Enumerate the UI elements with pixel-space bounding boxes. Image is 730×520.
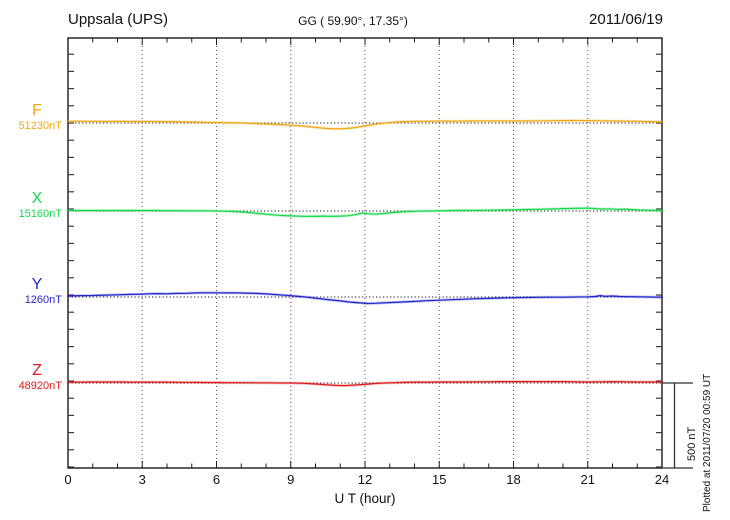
series-letter-Y: Y — [31, 276, 43, 293]
x-tick-label: 15 — [432, 472, 446, 487]
trace-F — [68, 119, 663, 130]
plotted-at-note: Plotted at 2011/07/20 00:59 UT — [702, 373, 713, 512]
trace-X — [68, 207, 663, 217]
trace-Y — [67, 292, 663, 305]
series-label-Z: Z 48920nT — [0, 362, 62, 393]
plot-date: 2011/06/19 — [589, 11, 663, 28]
x-tick-label: 3 — [139, 472, 146, 487]
x-tick-label: 21 — [581, 472, 595, 487]
series-label-Y: Y 1260nT — [0, 276, 62, 307]
station-title: Uppsala (UPS) — [68, 11, 169, 28]
scale-bar-label: 500 nT — [686, 426, 698, 461]
series-baseline-value-F: 51230nT — [18, 120, 62, 132]
trace-Z — [68, 381, 662, 387]
series-baseline-value-Y: 1260nT — [24, 294, 62, 306]
series-label-F: F 51230nT — [0, 102, 62, 133]
x-tick-label: 9 — [287, 472, 294, 487]
x-axis-label: U T (hour) — [334, 491, 396, 506]
x-tick-label: 12 — [358, 472, 372, 487]
series-letter-X: X — [31, 190, 43, 207]
series-label-X: X 15160nT — [0, 190, 62, 221]
x-tick-label: 18 — [506, 472, 520, 487]
trace-halo-X — [66, 206, 664, 218]
x-tick-label: 0 — [64, 472, 71, 487]
series-letter-Z: Z — [32, 362, 42, 379]
series-baseline-value-X: 15160nT — [18, 208, 62, 220]
geographic-coords: GG ( 59.90°, 17.35°) — [298, 14, 408, 28]
series-letter-F: F — [32, 102, 42, 119]
x-tick-label: 6 — [213, 472, 220, 487]
x-tick-label: 24 — [655, 472, 669, 487]
series-baseline-value-Z: 48920nT — [18, 380, 62, 392]
